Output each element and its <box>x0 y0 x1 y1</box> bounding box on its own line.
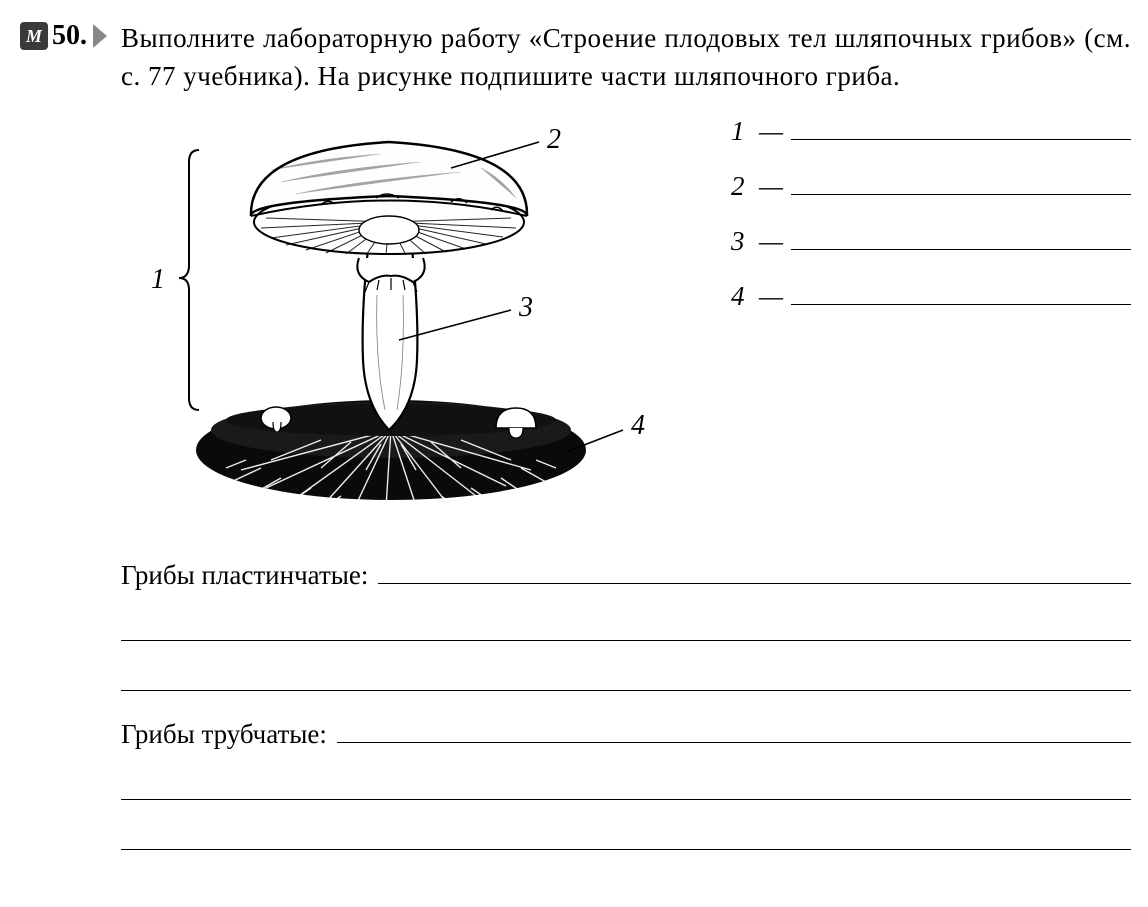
fill-blank[interactable] <box>121 828 1131 850</box>
answer-num: 4 <box>731 281 759 312</box>
tubular-label: Грибы трубчатые: <box>121 719 327 750</box>
fill-section-tubular: Грибы трубчатые: <box>121 719 1131 850</box>
fill-blank[interactable] <box>337 721 1131 743</box>
fill-blank[interactable] <box>121 778 1131 800</box>
answer-dash: — <box>759 226 783 257</box>
fill-blank[interactable] <box>378 562 1131 584</box>
fill-section-plate: Грибы пластинчатые: <box>121 560 1131 691</box>
fill-blank[interactable] <box>121 669 1131 691</box>
answer-blank[interactable] <box>791 285 1131 305</box>
bracket-1 <box>179 150 199 410</box>
fill-line: Грибы пластинчатые: <box>121 560 1131 591</box>
answer-line: 2 — <box>731 171 1131 202</box>
exercise-block: М 50. Выполните лабораторную работу «Стр… <box>20 20 1128 878</box>
mushroom-cap <box>251 142 527 255</box>
answer-blank[interactable] <box>791 120 1131 140</box>
answer-num: 2 <box>731 171 759 202</box>
answer-line: 3 — <box>731 226 1131 257</box>
exercise-number: 50. <box>52 20 91 52</box>
answer-dash: — <box>759 171 783 202</box>
chevron-icon <box>93 24 107 48</box>
answer-line: 1 — <box>731 116 1131 147</box>
answer-line: 4 — <box>731 281 1131 312</box>
m-badge: М <box>20 22 48 50</box>
numbered-answer-lines: 1 — 2 — 3 — 4 — <box>731 110 1131 336</box>
callout-2: 2 <box>547 124 561 155</box>
exercise-badge-row: М 50. <box>20 20 107 52</box>
fill-blank[interactable] <box>121 619 1131 641</box>
callout-4: 4 <box>631 410 645 441</box>
answer-dash: — <box>759 116 783 147</box>
answer-dash: — <box>759 281 783 312</box>
task-text: Выполните лабораторную работу «Строение … <box>121 20 1131 96</box>
answer-num: 3 <box>731 226 759 257</box>
callout-3: 3 <box>518 292 533 323</box>
diagram-row: 1 <box>121 110 1131 530</box>
exercise-content: Выполните лабораторную работу «Строение … <box>115 20 1131 878</box>
answer-blank[interactable] <box>791 175 1131 195</box>
plate-label: Грибы пластинчатые: <box>121 560 368 591</box>
answer-num: 1 <box>731 116 759 147</box>
mushroom-diagram: 1 <box>121 110 681 530</box>
answer-blank[interactable] <box>791 230 1131 250</box>
fill-line: Грибы трубчатые: <box>121 719 1131 750</box>
callout-1: 1 <box>151 264 165 295</box>
